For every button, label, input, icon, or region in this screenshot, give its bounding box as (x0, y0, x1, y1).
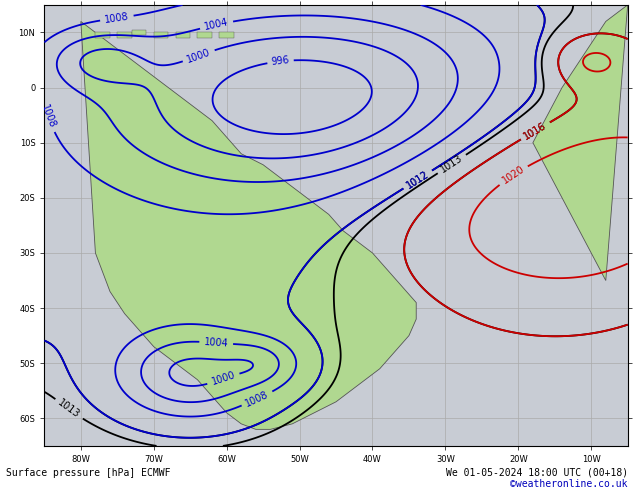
Text: 996: 996 (271, 55, 290, 67)
Text: 1004: 1004 (204, 337, 229, 349)
Polygon shape (81, 22, 416, 429)
Polygon shape (533, 5, 628, 280)
Text: 1000: 1000 (186, 47, 212, 65)
Text: 1012: 1012 (404, 169, 430, 190)
Text: 1016: 1016 (522, 120, 548, 142)
Text: We 01-05-2024 18:00 UTC (00+18): We 01-05-2024 18:00 UTC (00+18) (446, 468, 628, 478)
Polygon shape (153, 32, 169, 38)
Polygon shape (132, 30, 146, 35)
Text: 1020: 1020 (500, 164, 526, 186)
Polygon shape (176, 32, 190, 38)
Text: 1013: 1013 (439, 153, 465, 175)
Text: 1012: 1012 (404, 169, 430, 190)
Text: Surface pressure [hPa] ECMWF: Surface pressure [hPa] ECMWF (6, 468, 171, 478)
Text: 1000: 1000 (210, 370, 236, 387)
Text: 1016: 1016 (522, 120, 548, 142)
Text: 1004: 1004 (204, 17, 230, 32)
Text: 1013: 1013 (56, 398, 82, 420)
Polygon shape (197, 32, 212, 38)
Text: 1008: 1008 (39, 103, 58, 130)
Polygon shape (96, 32, 110, 38)
Polygon shape (219, 32, 234, 38)
Text: ©weatheronline.co.uk: ©weatheronline.co.uk (510, 479, 628, 489)
Text: 1008: 1008 (244, 389, 270, 409)
Polygon shape (117, 32, 132, 38)
Text: 1008: 1008 (104, 11, 130, 25)
